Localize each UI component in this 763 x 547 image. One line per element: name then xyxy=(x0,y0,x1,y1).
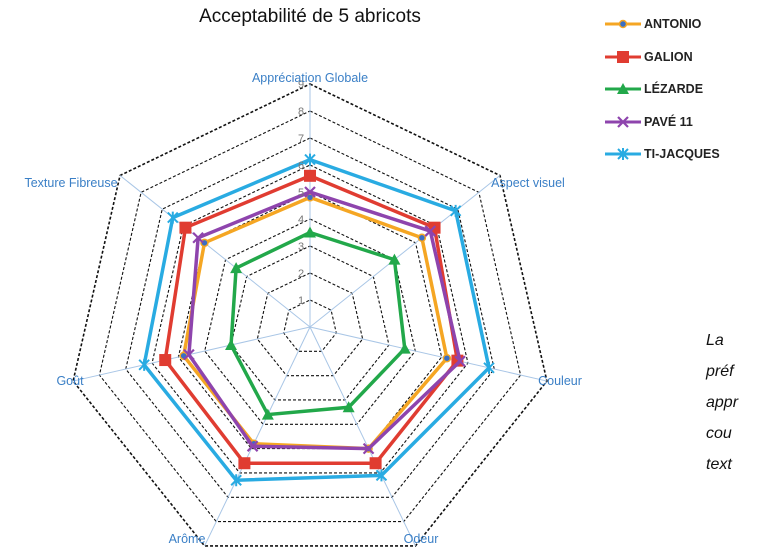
point-ti-jacques xyxy=(304,153,316,166)
point-ti-jacques xyxy=(167,211,179,224)
axis-label-gout: Goût xyxy=(56,374,84,388)
axis-spoke xyxy=(119,175,311,328)
series-line-ti-jacques xyxy=(142,157,491,483)
point-galion xyxy=(159,354,172,367)
point-ti-jacques xyxy=(483,361,495,374)
radar-series xyxy=(138,153,495,487)
point-antonio xyxy=(417,233,427,243)
axis-label-odeur: Odeur xyxy=(404,532,439,546)
axis-spoke xyxy=(309,326,548,382)
grid-ring xyxy=(230,245,390,401)
point-pave-11 xyxy=(424,225,437,237)
grid-ring xyxy=(283,299,337,352)
caption-line: cou xyxy=(706,425,732,442)
point-pave-11 xyxy=(246,440,259,452)
grid-ring xyxy=(125,137,495,498)
axis-label-couleur: Couleur xyxy=(538,374,582,388)
point-pave-11 xyxy=(183,348,195,361)
point-lezarde xyxy=(230,262,243,274)
legend-item-pave-11: PAVÉ 11 xyxy=(605,106,720,139)
tick-label: 8 xyxy=(298,106,304,118)
point-pave-11 xyxy=(362,442,375,455)
point-lezarde xyxy=(398,342,411,354)
chart-title: Acceptabilité de 5 abricots xyxy=(199,6,421,27)
axis-spoke xyxy=(309,175,501,328)
tick-label: 2 xyxy=(298,268,304,280)
grid-ring xyxy=(204,218,416,425)
axis-label-arome: Arôme xyxy=(169,532,206,546)
legend-item-galion: GALION xyxy=(605,41,720,74)
point-galion xyxy=(238,457,251,470)
point-ti-jacques xyxy=(230,474,242,487)
caption-line: La xyxy=(706,332,724,349)
point-antonio xyxy=(442,353,452,363)
tick-label: 9 xyxy=(298,79,304,91)
grid-ring xyxy=(72,83,548,547)
tick-label: 3 xyxy=(298,241,304,253)
legend-point xyxy=(618,20,628,29)
legend-label-galion: GALION xyxy=(644,49,693,64)
point-ti-jacques xyxy=(138,358,150,371)
point-galion xyxy=(179,221,192,234)
caption-line: text xyxy=(706,456,732,473)
series-ti-jacques xyxy=(138,153,495,487)
point-lezarde xyxy=(388,253,401,265)
legend-label-lezarde: LÉZARDE xyxy=(644,82,704,97)
legend-marker-galion xyxy=(605,50,641,63)
series-line-pave-11 xyxy=(187,190,462,451)
legend-point xyxy=(617,115,629,128)
series-pave-11 xyxy=(183,186,466,455)
legend-point xyxy=(617,83,629,95)
legend-marker-lezarde xyxy=(605,83,641,95)
axis-spoke xyxy=(309,326,416,547)
point-lezarde xyxy=(304,226,316,238)
tick-label: 7 xyxy=(298,133,304,145)
grid-ring xyxy=(151,164,469,474)
point-galion xyxy=(304,169,316,182)
series-lezarde xyxy=(225,226,411,420)
axis-label-texture-fibreuse: Texture Fibreuse xyxy=(24,176,117,190)
legend-label-ti-jacques: TI-JACQUES xyxy=(644,147,720,162)
legend-item-lezarde: LÉZARDE xyxy=(605,73,720,106)
point-galion xyxy=(369,457,382,470)
point-pave-11 xyxy=(192,232,204,244)
series-line-galion xyxy=(163,173,460,465)
legend-marker-antonio xyxy=(605,20,641,29)
tick-label: 1 xyxy=(298,295,304,307)
legend-marker-ti-jacques xyxy=(605,148,641,161)
legend-label-pave-11: PAVÉ 11 xyxy=(644,114,693,129)
point-antonio xyxy=(305,193,315,202)
point-ti-jacques xyxy=(449,204,462,217)
legend: ANTONIO GALION LÉZARDE PAVÉ 11 TI-JACQUE… xyxy=(605,8,720,171)
caption-line: préf xyxy=(706,363,734,380)
legend-item-ti-jacques: TI-JACQUES xyxy=(605,138,720,171)
caption-line: appr xyxy=(706,394,739,411)
grid-ring xyxy=(98,110,522,523)
tick-label: 6 xyxy=(298,160,304,172)
axis-label-appreciation-globale: Appréciation Globale xyxy=(252,71,368,85)
axis-spoke xyxy=(72,326,311,382)
axis-spoke xyxy=(204,326,311,547)
point-pave-11 xyxy=(454,355,466,368)
legend-marker-pave-11 xyxy=(605,115,641,128)
legend-item-antonio: ANTONIO xyxy=(605,8,720,41)
point-lezarde xyxy=(342,401,355,413)
legend-label-antonio: ANTONIO xyxy=(644,17,702,32)
axis-label-aspect-visuel: Aspect visuel xyxy=(491,176,565,190)
tick-label: 5 xyxy=(298,187,304,199)
tick-label: 4 xyxy=(298,214,304,226)
point-lezarde xyxy=(225,339,238,351)
series-line-lezarde xyxy=(229,230,407,417)
legend-point xyxy=(617,50,629,63)
side-caption: La préf appr cou text xyxy=(706,325,738,480)
legend-point xyxy=(617,148,629,161)
point-lezarde xyxy=(261,408,274,420)
point-pave-11 xyxy=(304,186,316,198)
point-ti-jacques xyxy=(375,469,388,482)
